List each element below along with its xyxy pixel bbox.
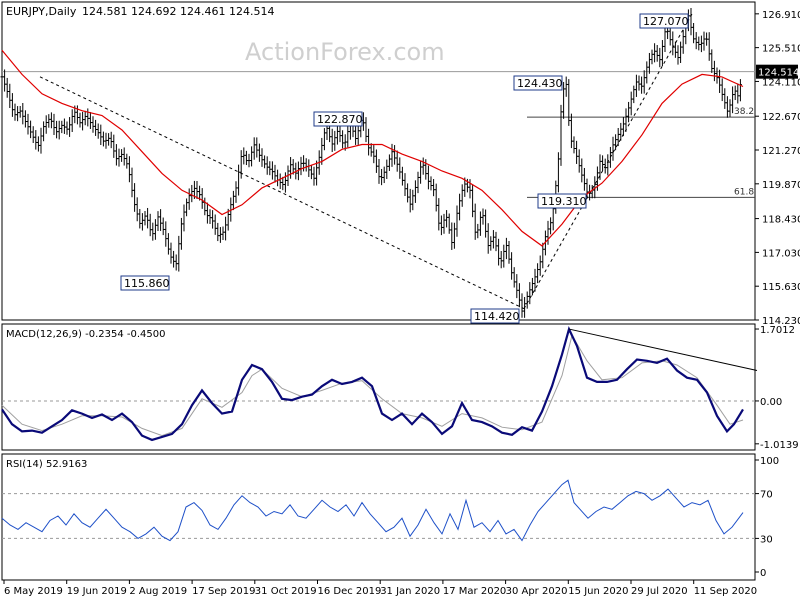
x-axis: 6 May 2019 19 Jun 2019 2 Aug 2019 17 Sep 20… [3, 580, 757, 597]
price-annotation-label: 114.420 [474, 310, 520, 323]
fib-level-label: 38.2 [734, 107, 754, 117]
price-annotation-label: 124.430 [517, 77, 563, 90]
rsi-tick-label: 70 [760, 490, 773, 501]
symbol-label: EURJPY,Daily [6, 5, 77, 18]
price-tick-label: 117.030 [762, 248, 800, 259]
price-tick-label: 114.230 [762, 316, 800, 327]
price-annotation-label: 127.070 [643, 15, 689, 28]
price-layer: 38.2 61.8 127.070 124.430 122.870 119.310 115.… [0, 7, 755, 324]
price-y-axis: 126.910 125.510 124.110 122.670 121.270 119.8… [755, 10, 800, 327]
price-annotation-box [537, 193, 587, 209]
ohlc-values: 124.581 124.692 124.461 124.514 [82, 5, 274, 18]
macd-tick-label: 1.7012 [760, 325, 795, 336]
rsi-layer: 100 70 30 0 [1, 456, 779, 579]
macd-line [1, 325, 744, 442]
price-tick-label: 125.510 [762, 44, 800, 55]
current-price-label: 124.514 [758, 68, 799, 79]
price-annotation-label: 122.870 [317, 113, 363, 126]
x-tick-label: 31 Jan 2020 [380, 586, 440, 597]
rsi-title: RSI(14) 52.9163 [6, 459, 87, 470]
x-tick-label: 31 Oct 2019 [255, 586, 317, 597]
price-tick-label: 126.910 [762, 10, 800, 21]
price-annotation-box [470, 308, 520, 324]
price-annotation-box [513, 75, 563, 91]
x-tick-label: 16 Dec 2019 [318, 586, 382, 597]
x-tick-label: 2 Aug 2019 [129, 586, 187, 597]
price-tick-label: 122.670 [762, 112, 800, 123]
rsi-tick-label: 30 [760, 534, 773, 545]
x-tick-label: 17 Mar 2020 [443, 586, 506, 597]
price-annotation-box [120, 275, 170, 291]
watermark: ActionForex.com [245, 38, 445, 66]
x-tick-label: 19 Jun 2019 [67, 586, 127, 597]
macd-title: MACD(12,26,9) -0.2354 -0.4500 [6, 329, 166, 340]
price-tick-label: 119.870 [762, 180, 800, 191]
rsi-line [1, 479, 744, 542]
macd-layer: 1.7012 0.00 -1.0139 [1, 325, 799, 451]
price-annotation-box [313, 111, 363, 127]
x-tick-label: 29 Jul 2020 [631, 586, 688, 597]
rsi-tick-label: 0 [760, 568, 766, 579]
x-tick-label: 6 May 2019 [4, 586, 63, 597]
rsi-tick-label: 100 [760, 456, 779, 467]
x-tick-label: 11 Sep 2020 [694, 586, 757, 597]
price-panel-frame [1, 1, 756, 321]
macd-divergence-line [568, 328, 758, 371]
x-tick-label: 15 Jun 2020 [568, 586, 628, 597]
current-price-tag [756, 64, 798, 79]
price-annotation-label: 115.860 [124, 277, 170, 290]
moving-average-line [1, 49, 744, 247]
macd-tick-label: -1.0139 [760, 440, 799, 451]
fib-level-label: 61.8 [734, 187, 754, 197]
price-tick-label: 121.270 [762, 146, 800, 157]
price-tick-label: 118.430 [762, 215, 800, 226]
price-tick-label: 124.110 [762, 77, 800, 88]
macd-signal-line [1, 334, 744, 437]
macd-tick-label: 0.00 [760, 397, 782, 408]
rsi-panel-frame [1, 453, 756, 581]
price-tick-label: 115.630 [762, 282, 800, 293]
macd-panel-frame [1, 323, 756, 451]
price-annotation-label: 119.310 [541, 195, 587, 208]
x-tick-label: 30 Apr 2020 [506, 586, 568, 597]
price-annotation-box [639, 13, 689, 29]
x-tick-label: 17 Sep 2019 [192, 586, 255, 597]
